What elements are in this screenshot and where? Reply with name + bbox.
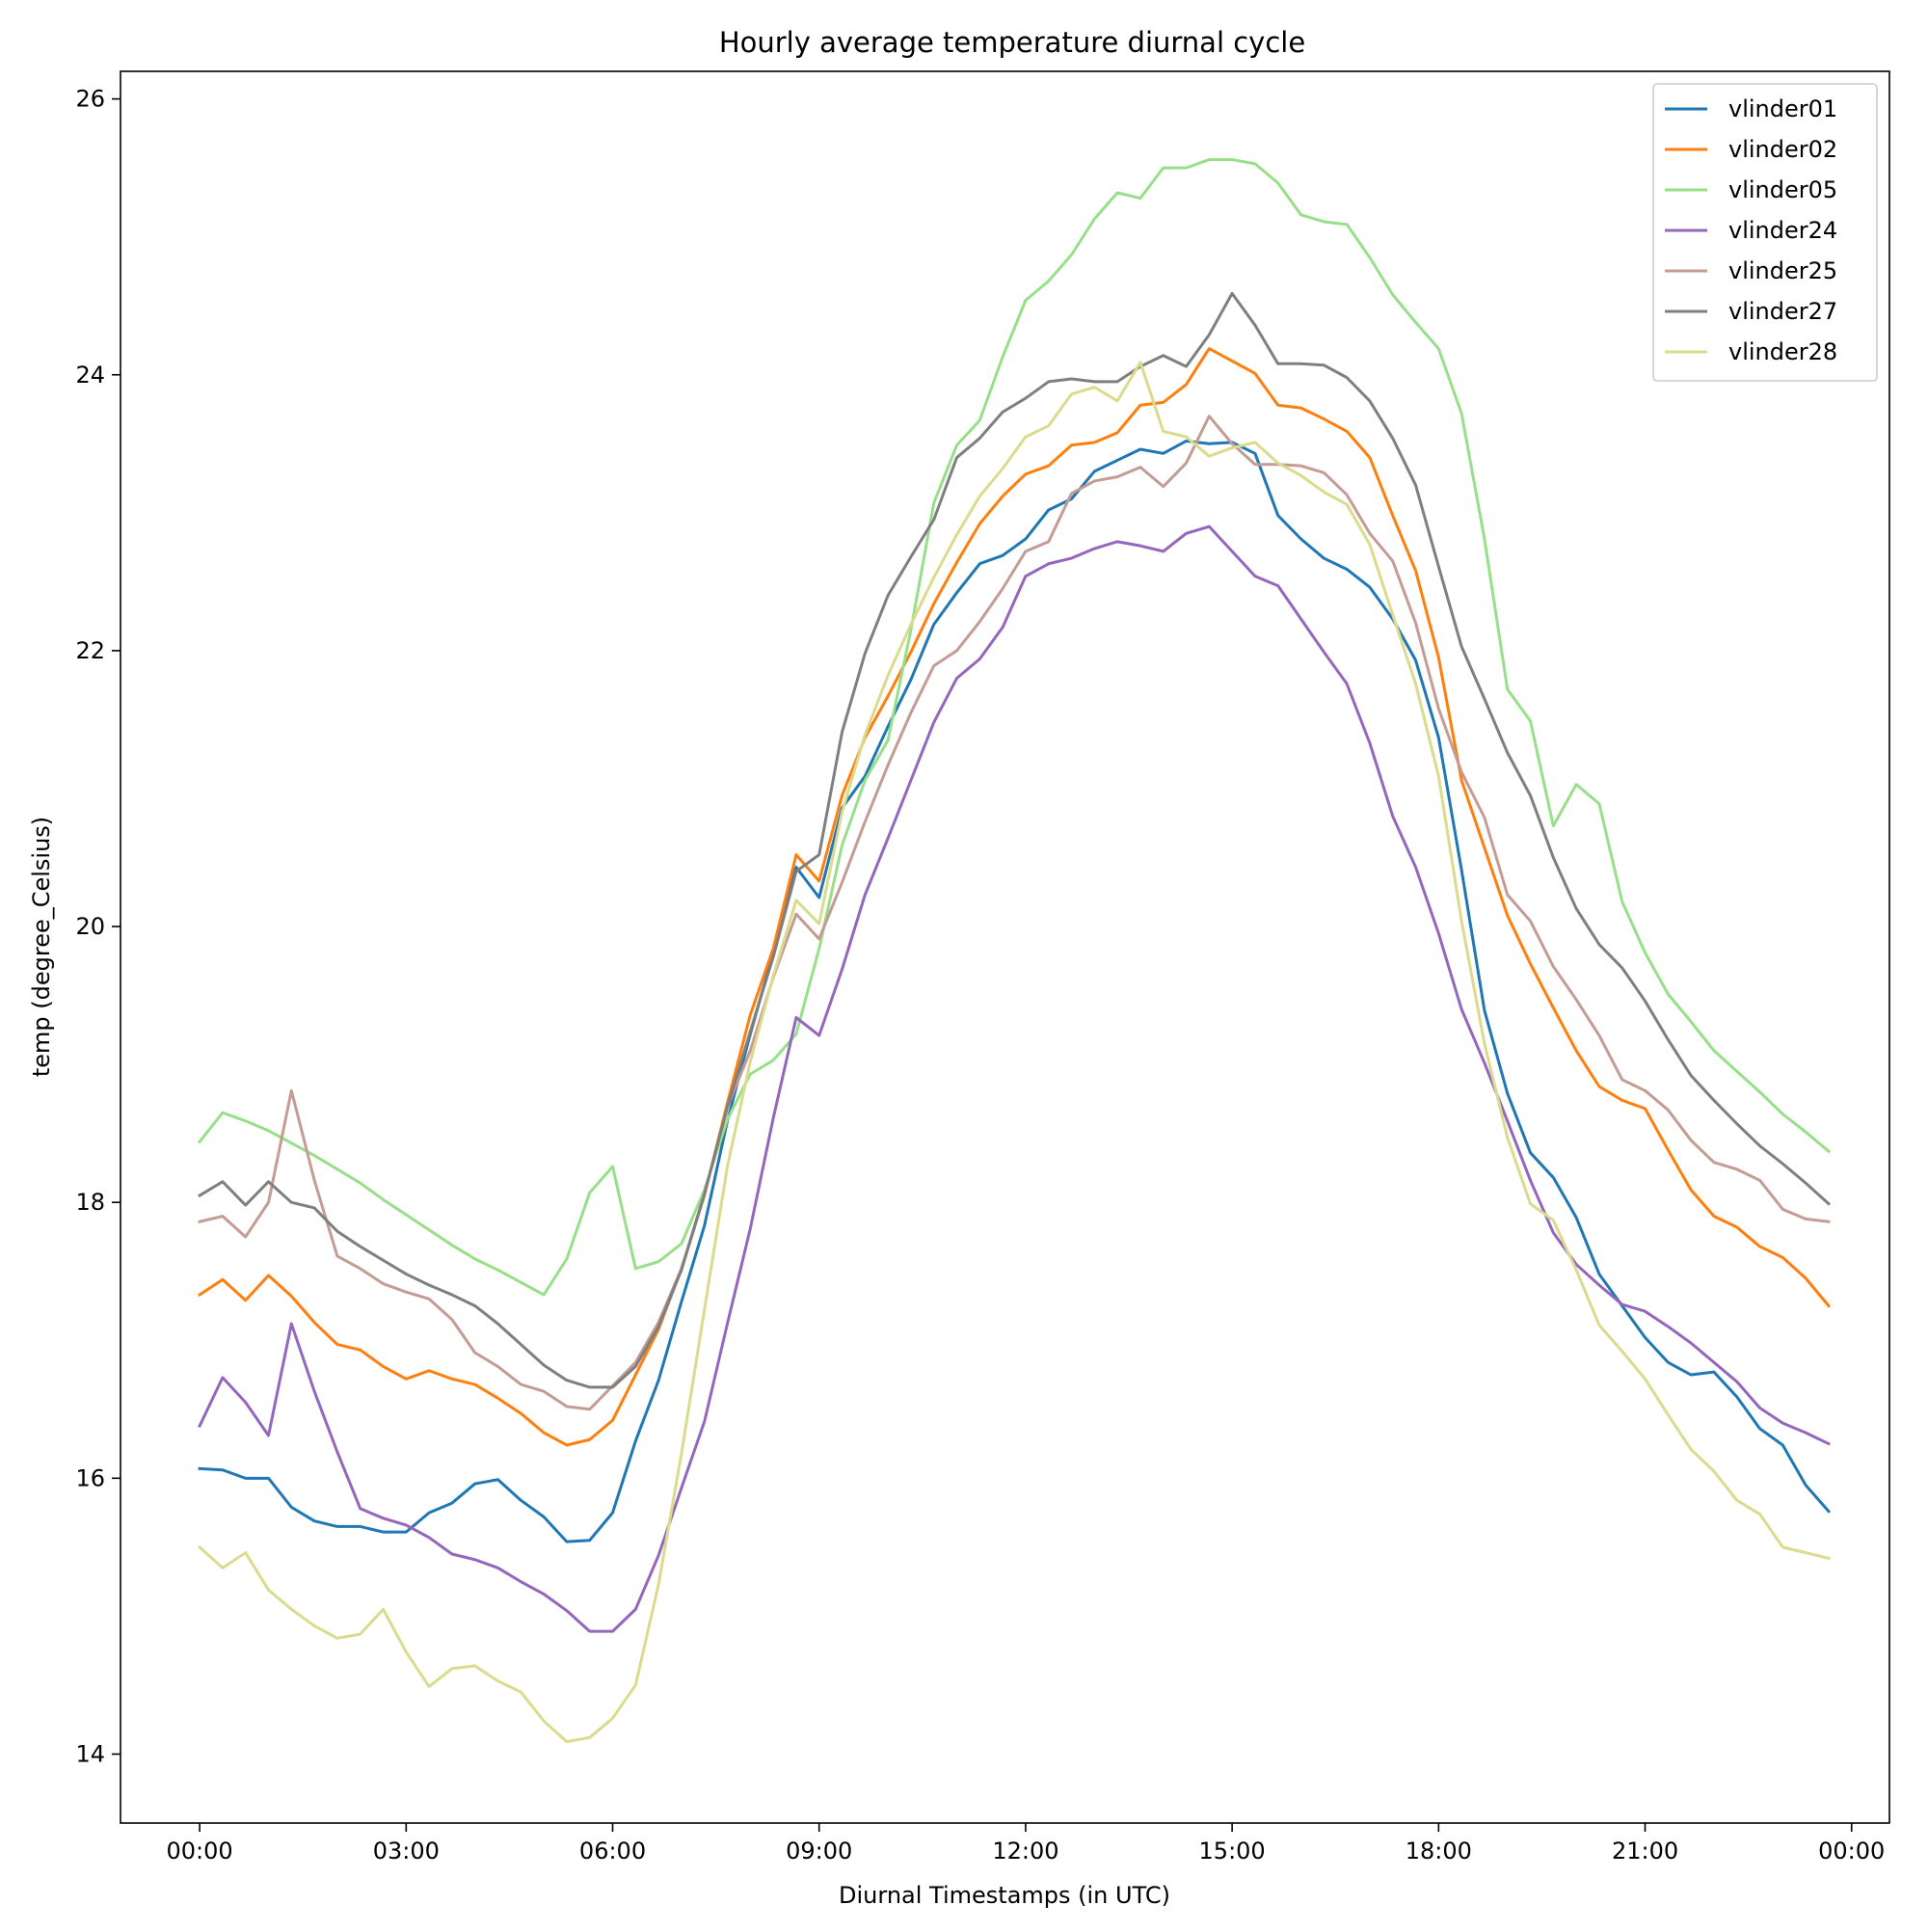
series-line-vlinder05 bbox=[198, 158, 1832, 1297]
y-tick-label: 22 bbox=[75, 637, 105, 664]
x-tick-label: 15:00 bbox=[1199, 1838, 1266, 1865]
y-axis-label: temp (degree_Celsius) bbox=[28, 817, 55, 1077]
x-tick-label: 09:00 bbox=[786, 1838, 852, 1865]
legend-label-vlinder01: vlinder01 bbox=[1728, 95, 1837, 122]
y-tick-label: 16 bbox=[75, 1464, 105, 1491]
x-axis-label: Diurnal Timestamps (in UTC) bbox=[839, 1882, 1170, 1909]
legend-label-vlinder25: vlinder25 bbox=[1728, 257, 1837, 284]
x-tick-label: 12:00 bbox=[992, 1838, 1058, 1865]
series-line-vlinder24 bbox=[198, 524, 1831, 1633]
series-line-vlinder02 bbox=[198, 347, 1832, 1447]
legend: vlinder01 vlinder02 vlinder05 vlinder24 vlin… bbox=[1652, 83, 1878, 382]
legend-box bbox=[1652, 83, 1878, 382]
x-tick-label: 03:00 bbox=[373, 1838, 440, 1865]
series-line-vlinder28 bbox=[197, 361, 1831, 1744]
y-tick-label: 26 bbox=[75, 86, 105, 113]
x-tick-label: 00:00 bbox=[167, 1838, 233, 1865]
x-tick-label: 21:00 bbox=[1612, 1838, 1678, 1865]
legend-label-vlinder27: vlinder27 bbox=[1728, 298, 1837, 325]
y-tick-label: 24 bbox=[75, 362, 105, 389]
y-tick-label: 20 bbox=[75, 913, 105, 940]
series-line-vlinder27 bbox=[198, 291, 1832, 1389]
legend-label-vlinder05: vlinder05 bbox=[1728, 176, 1837, 203]
chart-title: Hourly average temperature diurnal cycle bbox=[719, 26, 1305, 59]
legend-label-vlinder02: vlinder02 bbox=[1728, 136, 1837, 163]
series-line-vlinder01 bbox=[198, 439, 1832, 1543]
y-tick-label: 18 bbox=[75, 1189, 105, 1216]
legend-label-vlinder28: vlinder28 bbox=[1728, 338, 1837, 365]
x-tick-label: 06:00 bbox=[579, 1838, 646, 1865]
series-line-vlinder25 bbox=[198, 415, 1831, 1411]
x-tick-label: 18:00 bbox=[1406, 1838, 1472, 1865]
y-axis: 14 16 18 20 22 24 26 bbox=[75, 86, 120, 1767]
x-tick-label: 00:00 bbox=[1818, 1838, 1885, 1865]
y-tick-label: 14 bbox=[75, 1740, 105, 1767]
legend-label-vlinder24: vlinder24 bbox=[1728, 217, 1837, 244]
x-axis: 00:00 03:00 06:00 09:00 12:00 15:00 18:00 21:00… bbox=[167, 1823, 1885, 1865]
plot-frame bbox=[120, 70, 1890, 1824]
plot-lines bbox=[197, 158, 1832, 1744]
